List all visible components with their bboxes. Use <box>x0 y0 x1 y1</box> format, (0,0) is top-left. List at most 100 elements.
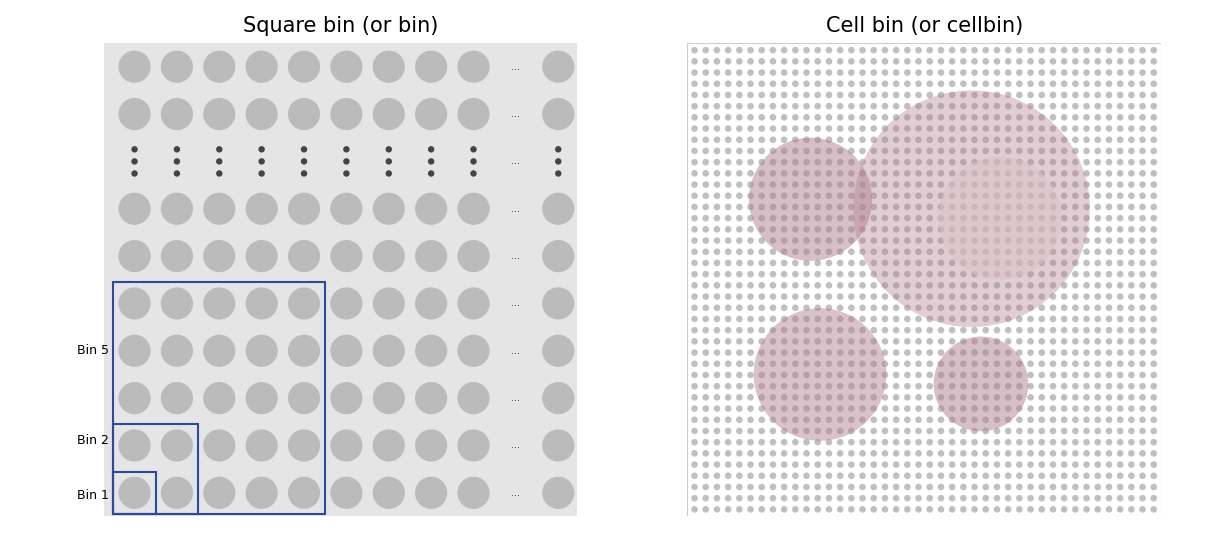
Circle shape <box>691 170 698 176</box>
Circle shape <box>691 47 698 53</box>
Circle shape <box>1083 91 1090 98</box>
Circle shape <box>1060 372 1068 378</box>
Circle shape <box>1049 282 1057 289</box>
Circle shape <box>948 181 956 188</box>
Circle shape <box>804 47 810 53</box>
Circle shape <box>1073 349 1079 356</box>
Circle shape <box>691 405 698 412</box>
Circle shape <box>748 472 754 479</box>
Circle shape <box>1094 394 1100 401</box>
Circle shape <box>1128 450 1135 457</box>
Circle shape <box>759 439 765 445</box>
Circle shape <box>1073 360 1079 367</box>
Circle shape <box>759 338 765 345</box>
Circle shape <box>1004 439 1012 445</box>
Circle shape <box>1017 416 1023 423</box>
Circle shape <box>792 338 799 345</box>
Circle shape <box>972 305 978 311</box>
Circle shape <box>1105 260 1113 266</box>
Circle shape <box>938 147 945 154</box>
Circle shape <box>288 240 320 272</box>
Circle shape <box>882 147 888 154</box>
Circle shape <box>1150 338 1158 345</box>
Circle shape <box>961 147 967 154</box>
Circle shape <box>1116 170 1124 176</box>
Circle shape <box>848 394 855 401</box>
Circle shape <box>916 394 922 401</box>
Circle shape <box>927 495 933 501</box>
Circle shape <box>871 416 877 423</box>
Circle shape <box>1049 293 1057 300</box>
Circle shape <box>1038 327 1045 334</box>
Circle shape <box>927 47 933 53</box>
Circle shape <box>927 159 933 166</box>
Circle shape <box>736 69 743 76</box>
Circle shape <box>1038 305 1045 311</box>
Circle shape <box>725 349 732 356</box>
Circle shape <box>1060 428 1068 434</box>
Circle shape <box>903 47 911 53</box>
Circle shape <box>748 260 754 266</box>
Circle shape <box>1004 383 1012 390</box>
Circle shape <box>938 193 945 199</box>
Text: ...: ... <box>512 488 520 498</box>
Circle shape <box>770 416 776 423</box>
Circle shape <box>736 271 743 278</box>
Circle shape <box>714 237 720 244</box>
Circle shape <box>770 114 776 121</box>
Circle shape <box>837 69 844 76</box>
Circle shape <box>118 382 151 414</box>
Circle shape <box>893 316 900 322</box>
Circle shape <box>961 249 967 255</box>
Circle shape <box>1038 360 1045 367</box>
Circle shape <box>759 204 765 210</box>
Circle shape <box>961 215 967 222</box>
Circle shape <box>916 349 922 356</box>
Circle shape <box>1105 293 1113 300</box>
Circle shape <box>736 249 743 255</box>
Circle shape <box>1049 249 1057 255</box>
Circle shape <box>259 146 265 153</box>
Circle shape <box>1028 249 1034 255</box>
Circle shape <box>961 316 967 322</box>
Circle shape <box>1150 193 1158 199</box>
Circle shape <box>1150 69 1158 76</box>
Circle shape <box>770 305 776 311</box>
Circle shape <box>1094 114 1100 121</box>
Circle shape <box>927 204 933 210</box>
Circle shape <box>1038 293 1045 300</box>
Circle shape <box>1094 47 1100 53</box>
Circle shape <box>1105 58 1113 65</box>
Circle shape <box>1060 484 1068 490</box>
Circle shape <box>1073 159 1079 166</box>
Circle shape <box>770 461 776 468</box>
Circle shape <box>1028 103 1034 109</box>
Circle shape <box>871 338 877 345</box>
Circle shape <box>714 271 720 278</box>
Circle shape <box>1017 114 1023 121</box>
Circle shape <box>1139 472 1145 479</box>
Circle shape <box>736 428 743 434</box>
Circle shape <box>848 316 855 322</box>
Circle shape <box>1116 103 1124 109</box>
Circle shape <box>815 428 821 434</box>
Circle shape <box>916 282 922 289</box>
Circle shape <box>903 125 911 132</box>
Circle shape <box>1150 439 1158 445</box>
Circle shape <box>993 58 1001 65</box>
Circle shape <box>1128 372 1135 378</box>
Circle shape <box>1038 394 1045 401</box>
Circle shape <box>916 69 922 76</box>
Circle shape <box>1139 114 1145 121</box>
Circle shape <box>1150 58 1158 65</box>
Circle shape <box>118 193 151 225</box>
Circle shape <box>1150 114 1158 121</box>
Circle shape <box>1028 484 1034 490</box>
Circle shape <box>691 394 698 401</box>
Circle shape <box>837 394 844 401</box>
Circle shape <box>1094 260 1100 266</box>
Circle shape <box>457 51 490 83</box>
Circle shape <box>848 349 855 356</box>
Circle shape <box>1128 472 1135 479</box>
Circle shape <box>948 114 956 121</box>
